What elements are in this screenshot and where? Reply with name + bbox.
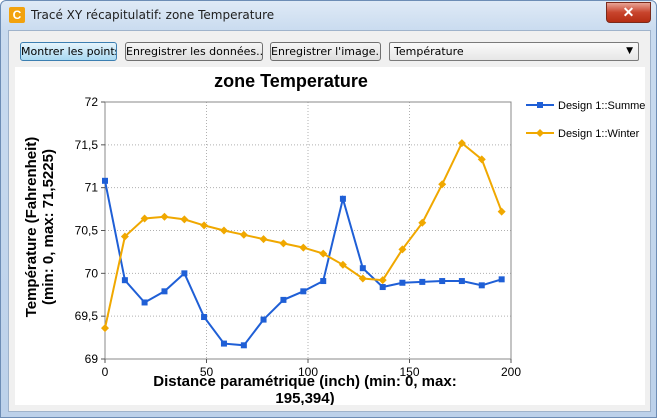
data-point-design-1-winter — [259, 235, 268, 244]
data-point-design-1-winter — [140, 214, 149, 223]
client-area: Montrer les points Enregistrer les donné… — [8, 30, 651, 412]
data-point-design-1-winter — [120, 232, 129, 241]
data-point-design-1-summer — [102, 177, 108, 184]
data-point-design-1-winter — [457, 139, 466, 148]
quantity-select[interactable]: Température ▼ — [389, 42, 639, 61]
data-point-design-1-summer — [161, 288, 168, 295]
data-point-design-1-winter — [319, 249, 328, 258]
data-point-design-1-winter — [378, 276, 387, 285]
x-tick-label: 50 — [200, 365, 214, 379]
axis-ticks: 0 50 100 150 200 69 69,5 70 70,5 71 71,5 72 — [75, 95, 522, 379]
title-bar[interactable]: C Tracé XY récapitulatif: zone Temperatu… — [1, 1, 656, 30]
x-tick-label: 200 — [501, 365, 521, 379]
data-point-design-1-winter — [239, 230, 248, 239]
y-tick-label: 69 — [85, 352, 99, 366]
data-point-design-1-summer — [260, 316, 267, 323]
legend-marker-design-1-winter — [536, 129, 544, 137]
data-point-design-1-summer — [439, 278, 446, 285]
legend-marker-design-1-summer — [537, 102, 543, 108]
data-point-design-1-summer — [419, 278, 426, 285]
legend-label-design-1-winter: Design 1::Winter — [558, 128, 640, 140]
show-points-button[interactable]: Montrer les points — [20, 42, 117, 61]
data-point-design-1-winter — [398, 245, 407, 254]
x-axis-label-line1: Distance paramétrique (inch) (min: 0, ma… — [153, 373, 456, 390]
x-tick-label: 100 — [298, 365, 318, 379]
close-button[interactable]: ✕ — [606, 2, 651, 23]
data-point-design-1-summer — [498, 276, 505, 283]
data-point-design-1-summer — [399, 279, 406, 286]
series — [101, 139, 506, 349]
save-image-button[interactable]: Enregistrer l'image... — [270, 42, 381, 61]
data-point-design-1-winter — [101, 324, 109, 333]
quantity-select-value: Température — [394, 45, 464, 58]
data-point-design-1-winter — [418, 218, 427, 227]
data-point-design-1-winter — [279, 239, 288, 248]
y-tick-label: 70 — [85, 266, 99, 280]
x-tick-label: 0 — [102, 365, 109, 379]
data-point-design-1-summer — [320, 278, 327, 285]
save-data-button[interactable]: Enregistrer les données... — [125, 42, 263, 61]
data-point-design-1-winter — [358, 274, 367, 283]
data-point-design-1-winter — [219, 226, 228, 235]
data-point-design-1-summer — [181, 270, 188, 277]
x-tick-label: 150 — [399, 365, 419, 379]
data-point-design-1-summer — [300, 288, 307, 295]
window-title: Tracé XY récapitulatif: zone Temperature — [31, 8, 275, 22]
data-point-design-1-summer — [280, 296, 287, 303]
data-point-design-1-summer — [379, 284, 386, 291]
data-point-design-1-summer — [359, 265, 366, 272]
data-point-design-1-summer — [141, 299, 148, 306]
data-point-design-1-summer — [458, 278, 465, 285]
series-line-design-1-summer — [104, 180, 502, 347]
data-point-design-1-summer — [478, 282, 485, 289]
data-point-design-1-winter — [299, 243, 308, 252]
series-line-design-1-winter — [104, 141, 503, 329]
y-axis-label-line1: Température (Fahrenheit) — [23, 137, 40, 318]
plot-panel: zone Temperature 0 50 100 150 200 69 69,5 70 70,… — [15, 67, 649, 407]
grid — [105, 102, 511, 359]
data-point-design-1-summer — [121, 277, 128, 284]
chart-title: zone Temperature — [214, 71, 368, 91]
data-point-design-1-winter — [497, 207, 506, 216]
app-logo-icon: C — [9, 7, 25, 23]
y-tick-label: 70,5 — [75, 224, 99, 238]
data-point-design-1-winter — [160, 212, 169, 221]
data-point-design-1-summer — [339, 195, 346, 202]
data-point-design-1-winter — [200, 221, 209, 230]
data-point-design-1-winter — [438, 180, 447, 189]
data-point-design-1-winter — [180, 215, 189, 224]
data-point-design-1-winter — [477, 155, 486, 164]
xy-chart: zone Temperature 0 50 100 150 200 69 69,5 70 70,… — [23, 71, 649, 407]
data-point-design-1-summer — [220, 340, 227, 347]
y-tick-label: 72 — [85, 95, 99, 109]
data-point-design-1-winter — [338, 260, 347, 269]
y-axis-label-line2: (min: 0, max: 71,5225) — [40, 149, 57, 305]
y-tick-label: 71,5 — [75, 138, 99, 152]
data-point-design-1-summer — [240, 342, 247, 349]
x-axis-label-line2: 195,394) — [275, 390, 334, 405]
chevron-down-icon: ▼ — [626, 46, 633, 56]
legend-label-design-1-summer: Design 1::Summer — [558, 100, 645, 112]
y-tick-label: 71 — [85, 181, 99, 195]
data-point-design-1-summer — [201, 314, 208, 321]
y-tick-label: 69,5 — [75, 309, 99, 323]
